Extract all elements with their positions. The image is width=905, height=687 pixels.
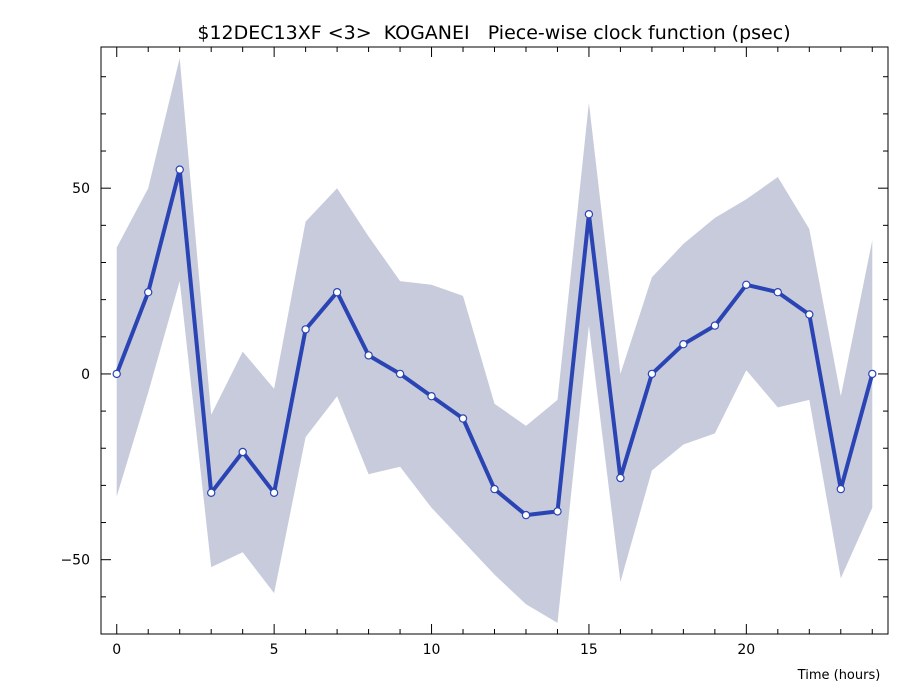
data-point [238,447,247,457]
data-point [364,351,373,360]
data-point [143,288,153,297]
data-point [206,488,216,497]
data-point [742,280,751,289]
data-point [112,369,121,379]
data-point [868,369,877,379]
x-axis-label: Time (hours) [797,668,881,683]
x-tick-label: 15 [580,642,598,658]
data-point [490,484,499,494]
data-point [427,392,436,401]
y-tick-label: 0 [81,367,90,383]
x-tick-label: 20 [737,642,755,658]
data-point [458,414,468,423]
x-tick-label: 0 [112,642,121,658]
data-point [301,325,310,334]
data-point [553,507,562,516]
tick-labels: 0 5 10 15 20 −50 0 50 [60,181,755,658]
data-point [175,165,184,174]
data-point [616,473,625,483]
x-tick-label: 5 [270,642,279,658]
data-points [112,165,877,520]
chart-title: $12DEC13XF <3> KOGANEI Piece-wise clock … [197,22,790,44]
data-point [773,288,783,297]
data-point [710,321,720,330]
data-point [269,488,279,497]
band-area [116,58,873,623]
data-point [332,288,342,297]
data-point [805,310,814,319]
data-point [836,484,846,494]
data-point [521,510,531,520]
data-point [679,340,688,349]
axis-ticks [101,47,888,634]
data-point [647,369,657,379]
y-tick-label: −50 [60,553,90,569]
x-tick-label: 10 [423,642,441,658]
data-point [395,369,405,379]
confidence-band [116,58,873,623]
y-tick-label: 50 [72,181,90,197]
data-point [584,209,594,219]
